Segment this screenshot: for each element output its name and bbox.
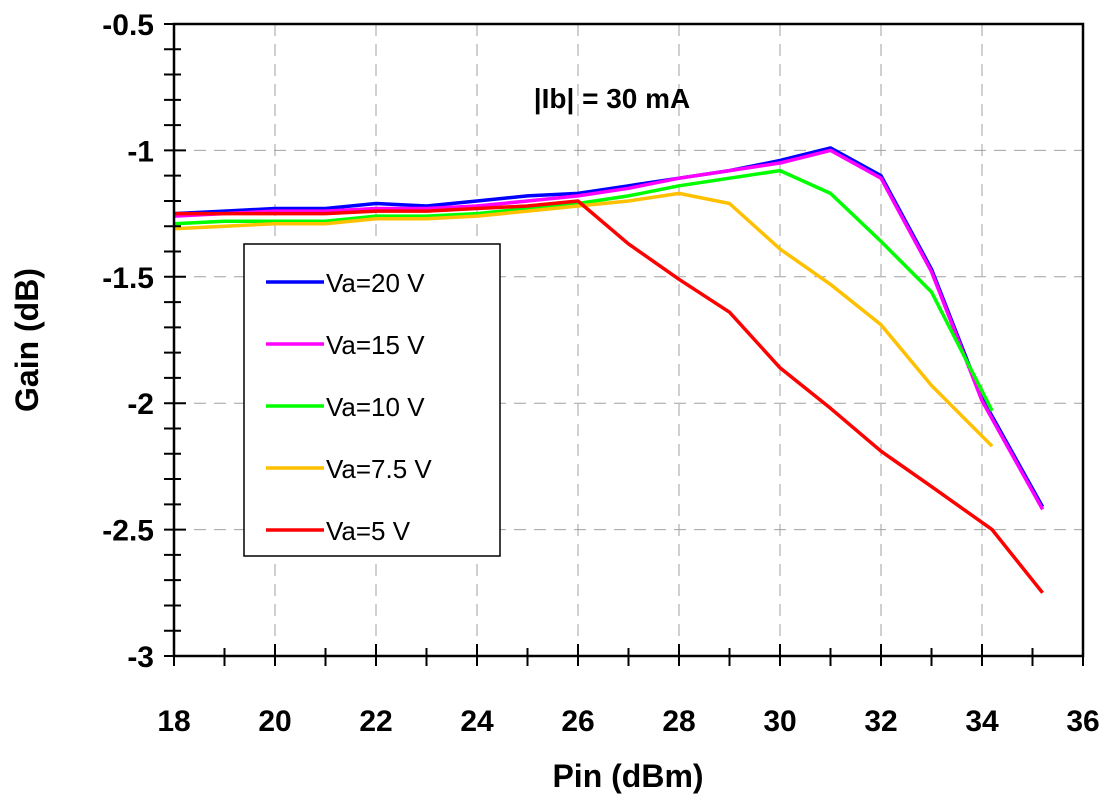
y-tick-label: -1 [127,135,154,168]
legend-label: Va=10 V [326,392,425,422]
x-tick-label: 26 [561,705,594,738]
axis-ticks [164,23,1084,666]
x-tick-label: 24 [460,705,494,738]
x-tick-label: 34 [965,705,999,738]
x-tick-label: 30 [763,705,796,738]
y-tick-label: -2 [127,388,154,421]
y-tick-label: -3 [127,641,154,674]
y-axis-title: Gain (dB) [9,268,45,412]
legend-label: Va=20 V [326,268,425,298]
y-tick-label: -0.5 [102,9,154,42]
y-tick-label: -2.5 [102,515,154,548]
series-line-2 [173,168,994,412]
y-tick-label: -1.5 [102,262,154,295]
legend-label: Va=7.5 V [326,454,432,484]
legend: Va=20 V Va=15 V Va=10 V Va=7.5 V Va=5 V [243,243,501,557]
legend-box [243,243,501,557]
x-tick-label: 20 [258,705,291,738]
x-tick-label: 22 [359,705,392,738]
x-tick-label: 32 [864,705,897,738]
legend-items: Va=20 V Va=15 V Va=10 V Va=7.5 V Va=5 V [266,268,432,546]
chart-annotation: |Ib| = 30 mA [534,83,691,114]
series-line-4 [174,199,1044,594]
series-layer [173,146,1045,594]
series-line-3 [173,191,994,448]
x-tick-label: 18 [157,705,190,738]
y-tick-labels: -0.5 -1 -1.5 -2 -2.5 -3 [102,9,154,674]
legend-label: Va=5 V [326,516,411,546]
legend-label: Va=15 V [326,330,425,360]
x-tick-labels: 18 20 22 24 26 28 30 32 34 36 [157,705,1099,738]
x-tick-label: 36 [1066,705,1099,738]
x-axis-title: Pin (dBm) [552,758,703,794]
series-line-1 [173,148,1045,511]
x-tick-label: 28 [662,705,695,738]
